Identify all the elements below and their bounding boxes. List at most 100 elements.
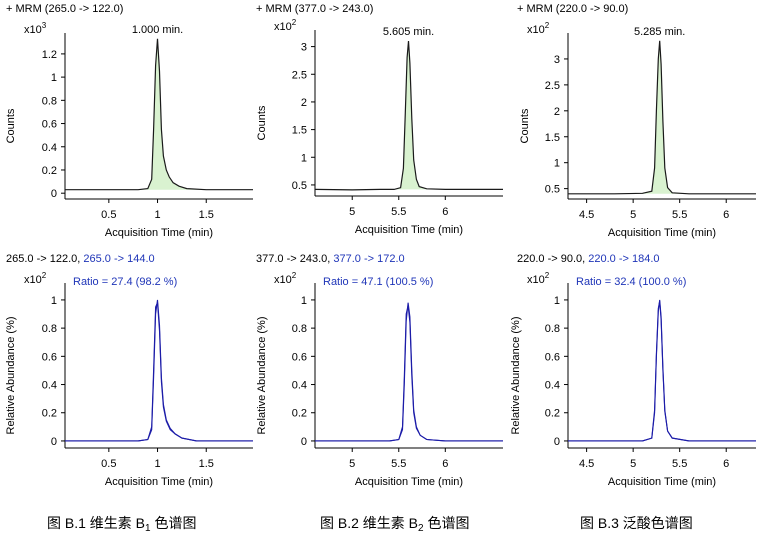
y-tick-label: 0.6 [42, 119, 57, 131]
y-tick-label: 0.4 [292, 380, 307, 392]
figure-caption-1: 图 B.1 维生素 B1 色谱图 [47, 515, 196, 534]
y-axis-label: Counts [256, 105, 268, 140]
x-axis-label: Acquisition Time (min) [608, 476, 716, 488]
x-tick-label: 5 [349, 458, 355, 470]
x-tick-label: 6 [442, 206, 448, 218]
figure-caption-3: 图 B.3 泛酸色谱图 [580, 515, 693, 531]
chart-panels: + MRM (265.0 -> 122.0) x103 Counts 0 0.2 0.4 0… [5, 3, 756, 488]
header-transition: + MRM (377.0 -> 243.0) [256, 3, 373, 15]
header-transition: 220.0 -> 90.0, [517, 253, 588, 265]
header-qualifier-ion: 377.0 -> 172.0 [333, 253, 404, 265]
y-tick-label: 0 [554, 436, 560, 448]
chart-header: + MRM (265.0 -> 122.0) [6, 3, 123, 15]
chart-b1-ratio: 265.0 -> 122.0, 265.0 -> 144.0 x102 Relati… [5, 253, 253, 488]
y-exponent-label: x102 [274, 18, 297, 33]
y-axis-label: Counts [519, 108, 531, 143]
chart-b3-mrm: + MRM (220.0 -> 90.0) x102 Counts 0.5 1 1.5 2 2… [517, 3, 756, 239]
peak-area [568, 40, 756, 194]
chart-header: 377.0 -> 243.0, 377.0 -> 172.0 [256, 253, 405, 265]
y-tick-label: 2 [301, 97, 307, 109]
x-axis-label: Acquisition Time (min) [105, 476, 213, 488]
x-tick-label: 4.5 [579, 458, 594, 470]
x-axis-label: Acquisition Time (min) [355, 224, 463, 236]
chart-header: 220.0 -> 90.0, 220.0 -> 184.0 [517, 253, 660, 265]
x-tick-label: 5.5 [391, 206, 406, 218]
y-tick-label: 3 [554, 54, 560, 66]
ratio-label: Ratio = 47.1 (100.5 %) [323, 276, 433, 288]
x-tick-label: 6 [723, 209, 729, 221]
chart-header: 265.0 -> 122.0, 265.0 -> 144.0 [6, 253, 155, 265]
y-tick-label: 0.5 [292, 180, 307, 192]
chart-header: + MRM (377.0 -> 243.0) [256, 3, 373, 15]
x-tick-label: 0.5 [101, 458, 116, 470]
x-tick-label: 4.5 [579, 209, 594, 221]
y-exponent-label: x102 [527, 271, 550, 286]
y-tick-label: 0.2 [42, 408, 57, 420]
ratio-label: Ratio = 27.4 (98.2 %) [73, 276, 177, 288]
y-tick-label: 0.6 [545, 351, 560, 363]
x-tick-label: 6 [442, 458, 448, 470]
ion-trace-2 [315, 305, 503, 442]
y-axis-label: Relative Abundance (%) [5, 316, 17, 434]
y-tick-label: 3 [301, 42, 307, 54]
x-tick-label: 6 [723, 458, 729, 470]
header-transition: 377.0 -> 243.0, [256, 253, 333, 265]
chart-b3-ratio: 220.0 -> 90.0, 220.0 -> 184.0 x102 Relativ… [510, 253, 756, 488]
y-tick-label: 0.8 [292, 323, 307, 335]
chart-b1-mrm: + MRM (265.0 -> 122.0) x103 Counts 0 0.2 0.4 0… [5, 3, 253, 239]
y-tick-label: 1 [554, 158, 560, 170]
x-axis-label: Acquisition Time (min) [355, 476, 463, 488]
figure-caption-2: 图 B.2 维生素 B2 色谱图 [320, 515, 469, 534]
y-tick-label: 1 [301, 295, 307, 307]
header-transition: + MRM (220.0 -> 90.0) [517, 3, 628, 15]
peak-retention-label: 5.605 min. [383, 26, 434, 38]
x-tick-label: 0.5 [101, 209, 116, 221]
y-exponent-label: x102 [527, 21, 550, 36]
x-tick-label: 5 [630, 209, 636, 221]
ion-trace-2 [65, 302, 253, 442]
y-tick-label: 0.8 [545, 323, 560, 335]
y-tick-label: 1.2 [42, 49, 57, 61]
y-exponent-label: x102 [24, 271, 47, 286]
y-tick-label: 0.4 [545, 380, 560, 392]
ratio-label: Ratio = 32.4 (100.0 %) [576, 276, 686, 288]
peak-retention-label: 1.000 min. [132, 24, 183, 36]
y-axis-label: Relative Abundance (%) [510, 316, 522, 434]
y-tick-label: 0.5 [545, 184, 560, 196]
peak-retention-label: 5.285 min. [634, 26, 685, 38]
chart-b2-ratio: 377.0 -> 243.0, 377.0 -> 172.0 x102 Relati… [256, 253, 503, 488]
x-tick-label: 1.5 [199, 209, 214, 221]
chart-b2-mrm: + MRM (377.0 -> 243.0) x102 Counts 0.5 1 1.5 2… [256, 3, 503, 236]
peak-area [65, 38, 253, 190]
x-axis-label: Acquisition Time (min) [608, 227, 716, 239]
y-tick-label: 2.5 [292, 69, 307, 81]
header-qualifier-ion: 265.0 -> 144.0 [83, 253, 154, 265]
x-tick-label: 1.5 [199, 458, 214, 470]
y-tick-label: 1 [301, 152, 307, 164]
y-tick-label: 0.2 [42, 165, 57, 177]
y-tick-label: 2.5 [545, 80, 560, 92]
x-tick-label: 1 [154, 458, 160, 470]
y-tick-label: 0.2 [545, 408, 560, 420]
figure-captions: 图 B.1 维生素 B1 色谱图 图 B.2 维生素 B2 色谱图 图 B.3 泛酸… [47, 515, 693, 534]
mrm-trace [568, 40, 756, 195]
header-transition: + MRM (265.0 -> 122.0) [6, 3, 123, 15]
x-tick-label: 5.5 [391, 458, 406, 470]
y-tick-label: 0.8 [42, 95, 57, 107]
x-tick-label: 5.5 [672, 458, 687, 470]
y-tick-label: 1 [554, 295, 560, 307]
y-tick-label: 1.5 [292, 125, 307, 137]
y-tick-label: 0.2 [292, 408, 307, 420]
y-tick-label: 0.4 [42, 142, 57, 154]
y-tick-label: 0 [51, 188, 57, 200]
x-tick-label: 5.5 [672, 209, 687, 221]
x-tick-label: 1 [154, 209, 160, 221]
y-tick-label: 0.6 [292, 351, 307, 363]
y-axis-label: Counts [5, 108, 17, 143]
ion-trace-2 [568, 301, 756, 442]
x-tick-label: 5 [630, 458, 636, 470]
y-tick-label: 0.6 [42, 351, 57, 363]
y-tick-label: 0.8 [42, 323, 57, 335]
y-tick-label: 0 [301, 436, 307, 448]
